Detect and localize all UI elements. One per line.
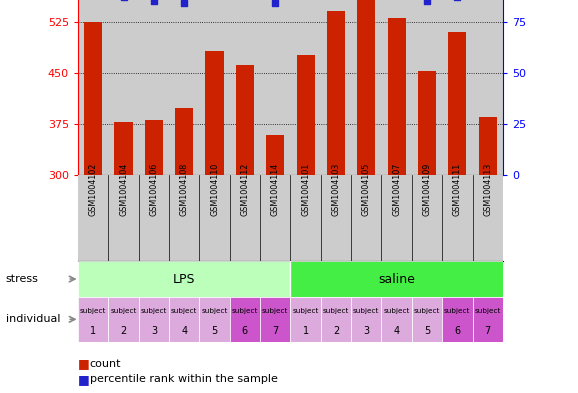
Bar — [418, 72, 436, 175]
Text: GSM1004108: GSM1004108 — [180, 163, 189, 217]
Point — [180, 0, 189, 6]
Bar — [297, 55, 314, 175]
Bar — [479, 117, 497, 175]
Text: GSM1004106: GSM1004106 — [149, 163, 158, 217]
Bar — [84, 22, 102, 175]
Bar — [139, 297, 169, 342]
Text: GSM1004113: GSM1004113 — [483, 163, 492, 217]
Bar — [206, 51, 224, 175]
Bar — [266, 135, 284, 175]
Text: subject: subject — [140, 308, 167, 314]
Text: subject: subject — [201, 308, 228, 314]
Text: subject: subject — [444, 308, 470, 314]
Text: 3: 3 — [363, 326, 369, 336]
Bar — [291, 297, 321, 342]
Bar — [109, 297, 139, 342]
Text: subject: subject — [475, 308, 501, 314]
Bar — [442, 297, 473, 342]
Bar — [236, 64, 254, 175]
Bar — [327, 11, 345, 175]
Bar — [78, 297, 109, 342]
Text: 3: 3 — [151, 326, 157, 336]
Bar — [78, 261, 291, 297]
Bar — [473, 297, 503, 342]
Bar — [230, 297, 260, 342]
Text: subject: subject — [353, 308, 380, 314]
Text: GSM1004109: GSM1004109 — [423, 163, 432, 217]
Text: 1: 1 — [90, 326, 97, 336]
Bar — [449, 32, 466, 175]
Bar — [321, 297, 351, 342]
Text: 6: 6 — [454, 326, 461, 336]
Text: 7: 7 — [272, 326, 279, 336]
Text: subject: subject — [232, 308, 258, 314]
Text: percentile rank within the sample: percentile rank within the sample — [90, 374, 277, 384]
Text: subject: subject — [110, 308, 137, 314]
Text: 2: 2 — [120, 326, 127, 336]
Text: GSM1004103: GSM1004103 — [331, 163, 340, 217]
Text: 7: 7 — [484, 326, 491, 336]
Bar — [199, 297, 230, 342]
Bar — [381, 297, 412, 342]
Bar — [291, 261, 503, 297]
Text: stress: stress — [6, 274, 39, 284]
Text: ■: ■ — [78, 357, 90, 370]
Text: GSM1004101: GSM1004101 — [301, 163, 310, 217]
Text: saline: saline — [378, 272, 415, 286]
Text: 2: 2 — [333, 326, 339, 336]
Text: 1: 1 — [302, 326, 309, 336]
Text: subject: subject — [171, 308, 198, 314]
Point — [149, 0, 158, 4]
Text: GSM1004105: GSM1004105 — [362, 163, 371, 217]
Text: 5: 5 — [212, 326, 218, 336]
Text: subject: subject — [414, 308, 440, 314]
Text: 5: 5 — [424, 326, 430, 336]
Bar — [114, 122, 133, 175]
Bar — [169, 297, 199, 342]
Text: subject: subject — [262, 308, 288, 314]
Text: GSM1004104: GSM1004104 — [119, 163, 128, 217]
Text: 6: 6 — [242, 326, 248, 336]
Text: 4: 4 — [181, 326, 187, 336]
Text: subject: subject — [383, 308, 410, 314]
Text: GSM1004112: GSM1004112 — [240, 163, 250, 217]
Text: individual: individual — [6, 314, 60, 324]
Text: LPS: LPS — [173, 272, 195, 286]
Bar — [144, 120, 163, 175]
Text: 4: 4 — [394, 326, 400, 336]
Text: subject: subject — [323, 308, 349, 314]
Text: subject: subject — [80, 308, 106, 314]
Bar — [351, 297, 381, 342]
Text: GSM1004102: GSM1004102 — [88, 163, 98, 217]
Text: GSM1004110: GSM1004110 — [210, 163, 219, 217]
Point — [271, 0, 280, 6]
Text: count: count — [90, 358, 121, 369]
Text: GSM1004114: GSM1004114 — [271, 163, 280, 217]
Text: GSM1004111: GSM1004111 — [453, 163, 462, 217]
Point — [423, 0, 432, 4]
Text: ■: ■ — [78, 373, 90, 386]
Bar — [175, 108, 193, 175]
Text: GSM1004107: GSM1004107 — [392, 163, 401, 217]
Text: subject: subject — [292, 308, 319, 314]
Bar — [260, 297, 291, 342]
Bar — [412, 297, 442, 342]
Bar — [357, 0, 376, 175]
Bar — [387, 18, 406, 175]
